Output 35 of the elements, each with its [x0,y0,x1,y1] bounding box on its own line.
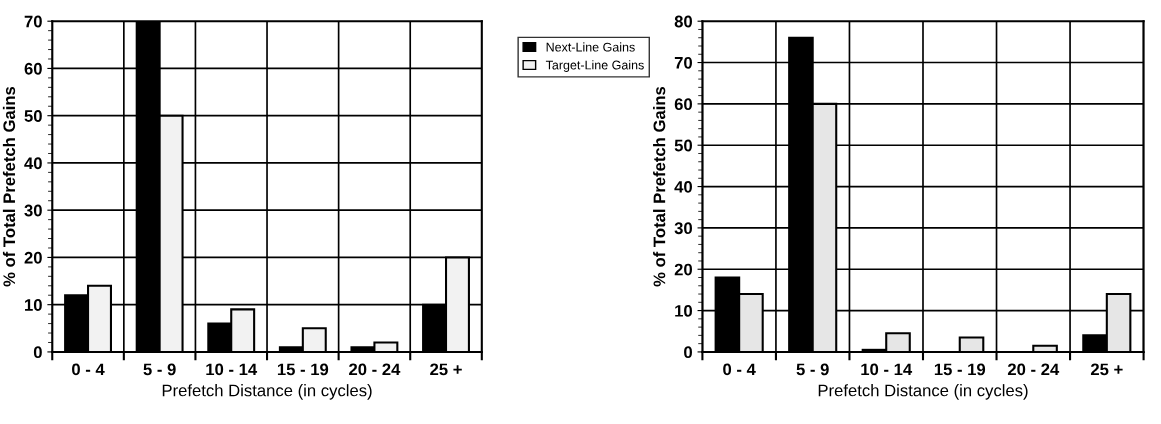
y-tick-label: 70 [24,15,42,28]
legend-label: Next-Line Gains [546,42,635,52]
y-tick-label: 20 [674,263,692,276]
x-tick-label: 25 + [430,363,462,376]
y-tick-label: 40 [24,157,42,170]
y-axis-title: % of Total Prefetch Gains [2,86,16,287]
y-tick-label: 20 [24,251,42,264]
y-tick-label: 0 [684,346,692,359]
y-tick-label: 0 [33,346,42,359]
x-tick-label: 5 - 9 [796,363,829,376]
x-tick-label: 15 - 19 [277,363,329,376]
y-tick-label: 50 [24,110,42,122]
y-tick-label: 10 [675,304,692,317]
y-tick-label: 30 [674,222,692,235]
y-tick-label: 10 [25,299,42,311]
x-tick-label: 10 - 14 [206,363,258,376]
x-axis-title: Prefetch Distance (in cycles) [162,384,372,400]
x-tick-label: 10 - 14 [861,363,913,376]
x-tick-label: 15 - 19 [934,363,986,376]
x-tick-label: 20 - 24 [1007,363,1060,376]
x-tick-label: 0 - 4 [723,363,756,376]
y-tick-label: 40 [674,180,692,193]
y-axis-title: % of Total Prefetch Gains [653,86,666,287]
legend-label: Target-Line Gains [545,60,644,72]
y-tick-label: 60 [24,62,42,75]
y-tick-label: 70 [674,56,692,69]
x-tick-label: 5 - 9 [143,363,176,376]
y-tick-label: 50 [674,139,692,152]
x-tick-label: 0 - 4 [72,363,105,376]
y-tick-label: 30 [24,204,42,217]
x-tick-label: 25 + [1090,363,1123,376]
x-axis-title: Prefetch Distance (in cycles) [818,384,1028,400]
y-tick-label: 80 [674,15,692,28]
x-tick-label: 20 - 24 [349,363,401,376]
y-tick-label: 60 [674,98,692,111]
